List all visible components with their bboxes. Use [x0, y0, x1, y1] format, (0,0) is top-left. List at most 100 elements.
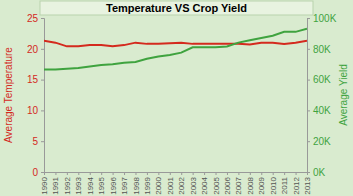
- tick-mark: [238, 172, 239, 175]
- tick-mark: [170, 172, 171, 175]
- title: Temperature VS Crop Yield: [106, 2, 247, 14]
- tick-label: 60K: [313, 74, 331, 85]
- tick: 1995: [97, 172, 106, 195]
- tick-mark: [90, 172, 91, 175]
- tick-label: 40K: [313, 105, 331, 116]
- tick-mark: [307, 18, 310, 19]
- tick-mark: [307, 49, 310, 50]
- y-axis-title: Average Temperature: [3, 47, 14, 143]
- tick-label: 2002: [177, 176, 186, 194]
- tick-mark: [41, 49, 44, 50]
- tick: 2009: [257, 172, 266, 195]
- tick: 0: [32, 167, 44, 178]
- tick-mark: [307, 80, 310, 81]
- tick: 20K: [307, 136, 331, 147]
- tick: 40K: [307, 105, 331, 116]
- tick: 100K: [307, 13, 337, 24]
- tick-label: 2003: [189, 176, 198, 194]
- tick-label: 2001: [166, 176, 175, 194]
- tick-label: 2008: [246, 176, 255, 194]
- tick: 20: [27, 44, 44, 55]
- tick-label: 1993: [74, 176, 83, 194]
- axis-line: [45, 173, 308, 176]
- tick-label: 2009: [257, 176, 266, 194]
- tick-label: 2007: [234, 176, 243, 194]
- tick: 2003: [189, 172, 198, 195]
- tick-mark: [250, 172, 251, 175]
- tick: 2001: [166, 172, 175, 195]
- plot: 05101520250K20K40K60K80K100K199019911992…: [27, 13, 337, 195]
- tick: 2002: [177, 172, 186, 195]
- tick-label: 1995: [97, 176, 106, 194]
- tick-mark: [147, 172, 148, 175]
- tick-label: 2006: [223, 176, 232, 194]
- tick: 0K: [307, 167, 326, 178]
- tick-label: 0: [32, 167, 38, 178]
- tick-label: 1999: [143, 176, 152, 194]
- series-group: [44, 29, 307, 70]
- chart: Temperature VS Crop Yield05101520250K20K…: [0, 0, 353, 196]
- tick-label: 1997: [120, 176, 129, 194]
- tick-mark: [284, 172, 285, 175]
- tick-mark: [204, 172, 205, 175]
- tick-label: 2013: [303, 176, 312, 194]
- y2-axis: 0K 20K 40K 60K 80K 100K: [307, 13, 337, 178]
- axis-line: [308, 19, 311, 173]
- tick: 1992: [63, 172, 72, 195]
- tick-label: 100K: [313, 13, 337, 24]
- tick: 2012: [292, 172, 301, 195]
- tick-label: 80K: [313, 44, 331, 55]
- line: [44, 29, 307, 70]
- tick-mark: [78, 172, 79, 175]
- tick: 2008: [246, 172, 255, 195]
- tick-mark: [44, 172, 45, 175]
- tick-label: 1990: [40, 176, 49, 194]
- tick: 25: [27, 13, 44, 24]
- tick-mark: [261, 172, 262, 175]
- background: [0, 0, 353, 196]
- tick: 1996: [109, 172, 118, 195]
- tick-label: 1998: [132, 176, 141, 194]
- tick-label: 25: [27, 13, 39, 24]
- tick-mark: [101, 172, 102, 175]
- tick-label: 5: [32, 136, 38, 147]
- tick-label: 1996: [109, 176, 118, 194]
- tick-mark: [41, 172, 44, 173]
- tick-label: 2005: [212, 176, 221, 194]
- tick-mark: [216, 172, 217, 175]
- tick-label: 15: [27, 74, 39, 85]
- tick: 2013: [303, 172, 312, 195]
- tick: 1998: [132, 172, 141, 195]
- tick-label: 20K: [313, 136, 331, 147]
- tick-mark: [193, 172, 194, 175]
- tick-label: 2011: [280, 176, 289, 194]
- tick: 1990: [40, 172, 49, 195]
- tick-mark: [41, 141, 44, 142]
- tick: 2000: [154, 172, 163, 195]
- tick-mark: [113, 172, 114, 175]
- tick: 15: [27, 74, 44, 85]
- line: [44, 41, 307, 47]
- title-box: [40, 1, 313, 15]
- tick-label: 1991: [51, 176, 60, 194]
- y2-axis-title: Average Yield: [338, 64, 349, 126]
- tick-mark: [67, 172, 68, 175]
- tick: 60K: [307, 74, 331, 85]
- axis-line: [41, 19, 45, 173]
- tick-mark: [158, 172, 159, 175]
- tick-label: 1992: [63, 176, 72, 194]
- tick-mark: [181, 172, 182, 175]
- tick-mark: [135, 172, 136, 175]
- tick: 2004: [200, 172, 209, 195]
- tick-mark: [307, 141, 310, 142]
- tick: 2007: [234, 172, 243, 195]
- tick: 5: [32, 136, 44, 147]
- tick: 2006: [223, 172, 232, 195]
- tick-mark: [124, 172, 125, 175]
- tick-label: 2012: [292, 176, 301, 194]
- tick: 2011: [280, 172, 289, 194]
- tick: 1993: [74, 172, 83, 195]
- tick: 80K: [307, 44, 331, 55]
- x-axis: 1990199119921993199419951996199719981999…: [40, 172, 312, 195]
- tick-mark: [41, 18, 44, 19]
